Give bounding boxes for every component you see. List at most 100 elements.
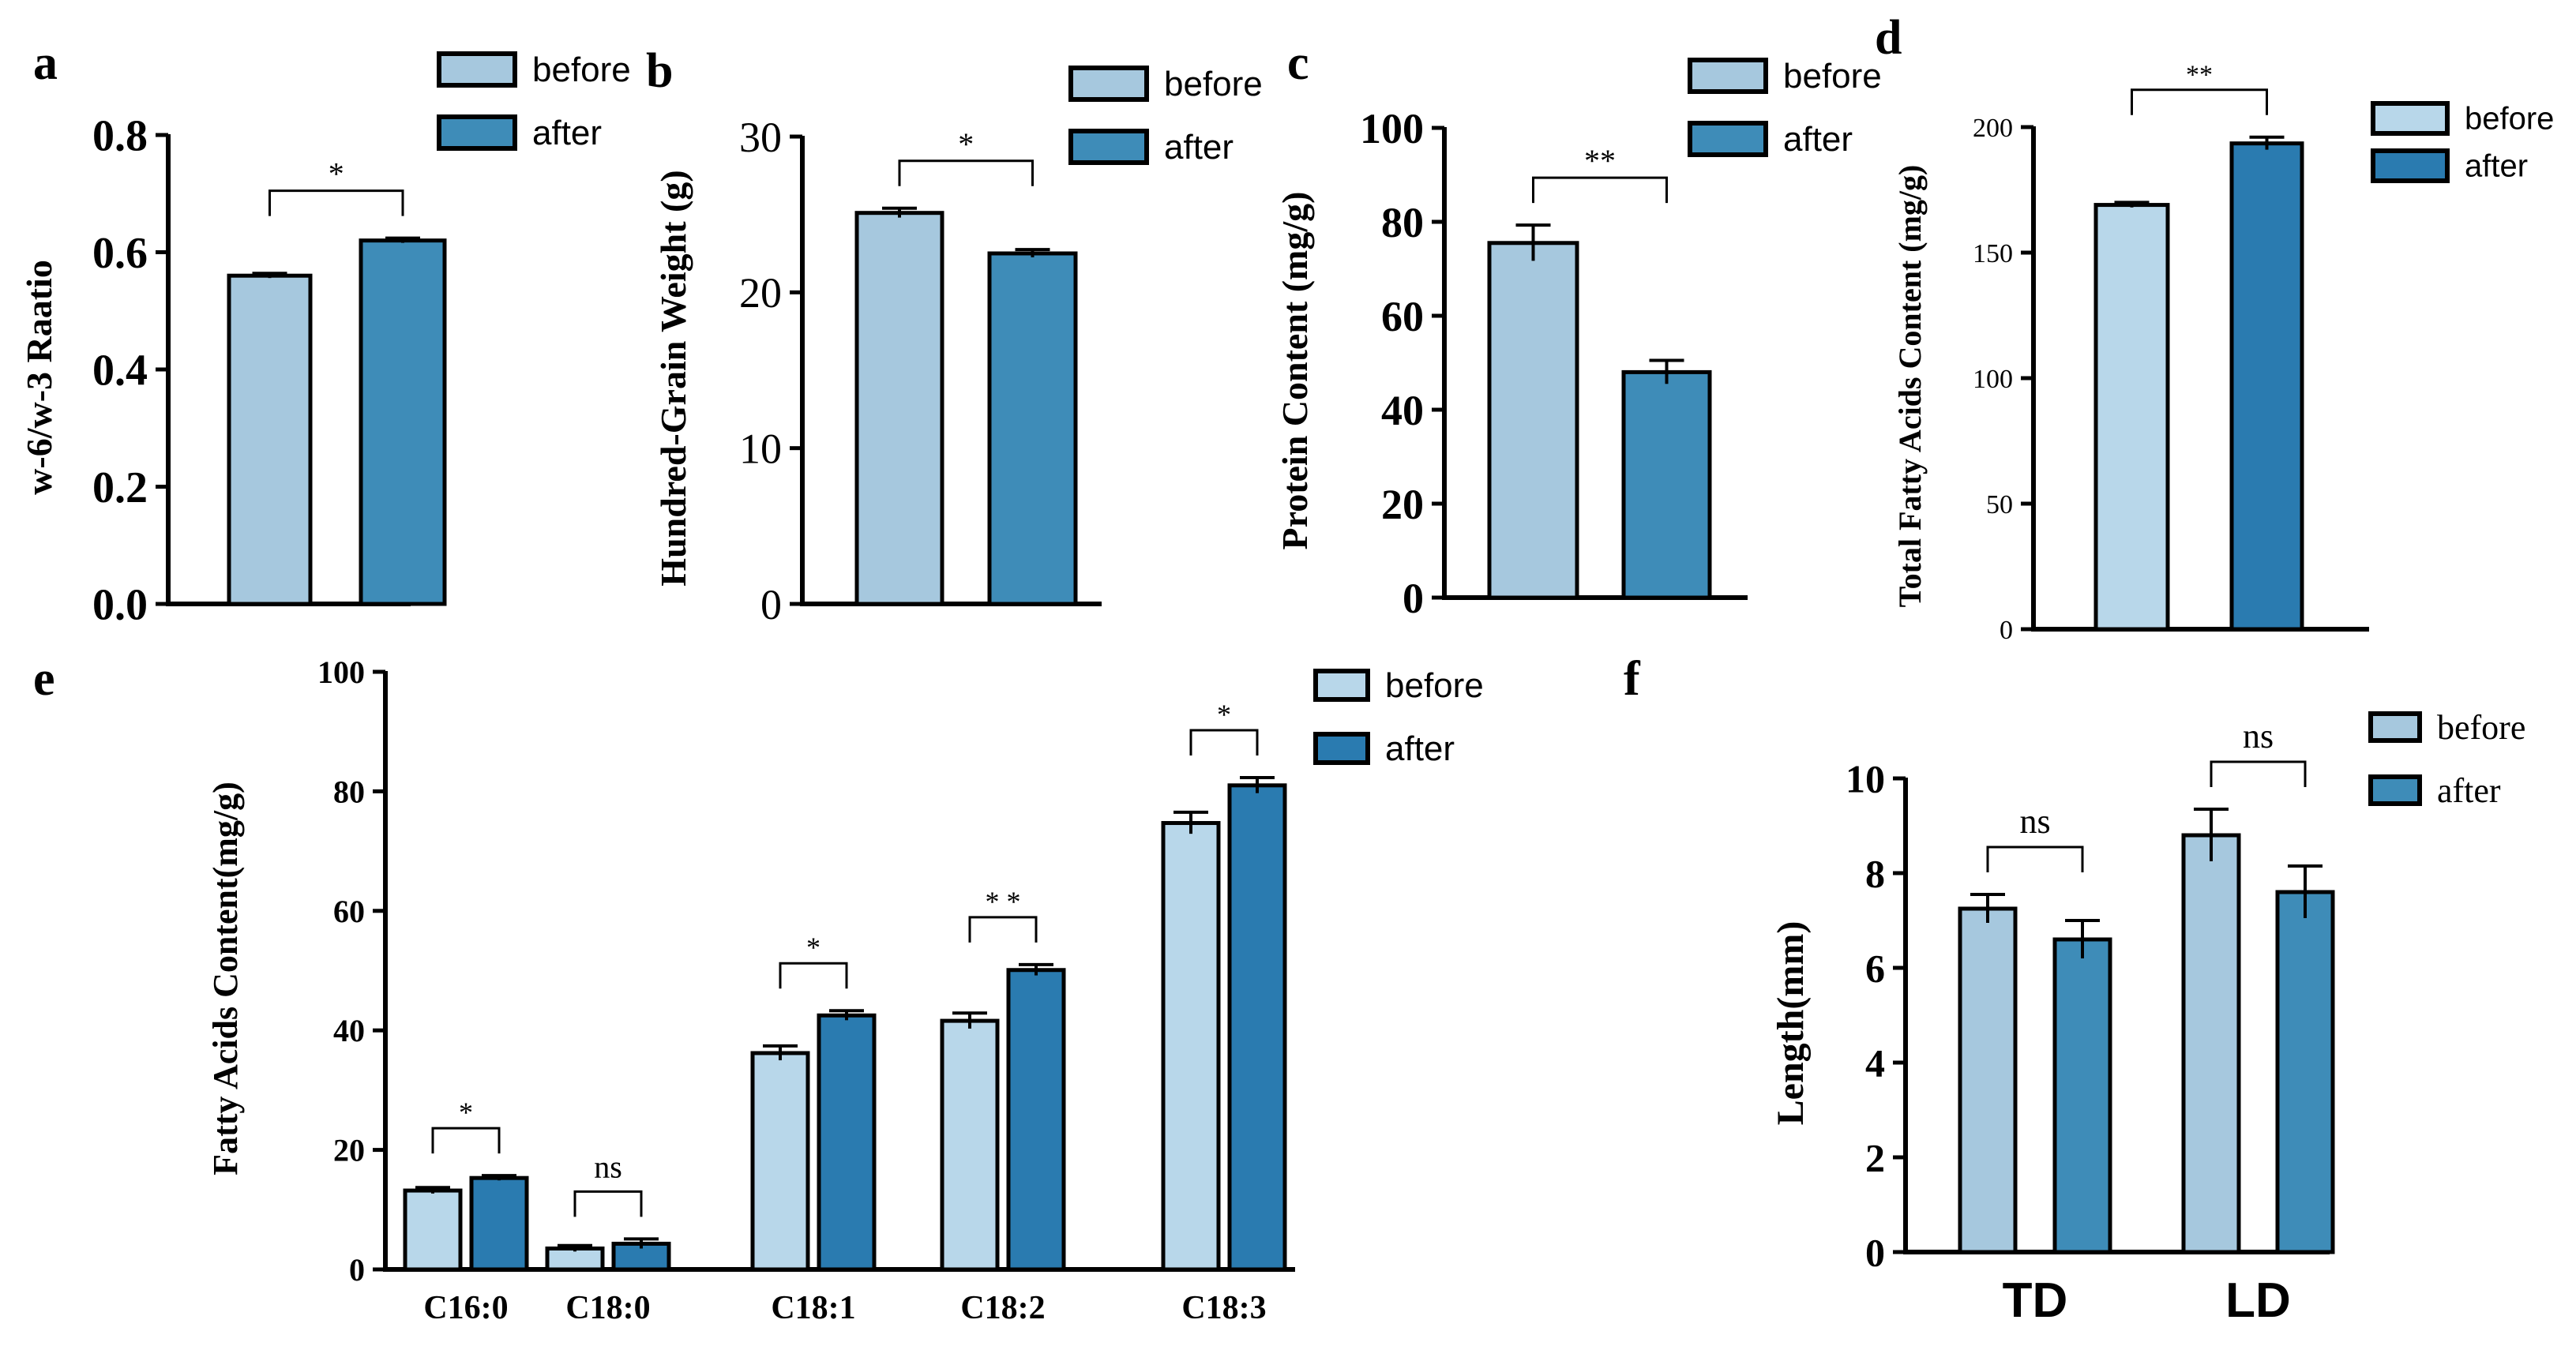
panel-e-bar-after: [1227, 783, 1287, 1272]
panel-a-significance-label: *: [329, 156, 344, 192]
panel-a-bar-after: [359, 238, 447, 606]
panel-b-y-tick-label: 20: [739, 269, 782, 317]
panel-e-y-tick-label: 20: [333, 1133, 365, 1168]
panel-a-legend-swatch-after: [437, 114, 517, 151]
panel-f-bar-after: [2052, 937, 2112, 1254]
panel-d-legend-swatch-after: [2371, 148, 2450, 183]
panel-f-y-axis-label: Length(mm): [1770, 921, 1812, 1126]
panel-c-y-tick-label: 0: [1403, 575, 1424, 622]
panel-e-y-tick-label: 40: [333, 1013, 365, 1048]
panel-c-significance-label: **: [1584, 143, 1616, 178]
panel-c-significance-bracket: [1532, 176, 1668, 204]
panel-a-y-tick-label: 0.4: [92, 347, 148, 396]
panel-e-bar-after: [469, 1175, 529, 1272]
panel-e-significance-label: *: [806, 932, 820, 963]
panel-d-bar-before: [2093, 203, 2170, 632]
panel-a-legend-label: after: [532, 114, 602, 152]
panel-c-legend-label: after: [1783, 120, 1853, 159]
panel-f-legend-swatch-after: [2368, 774, 2422, 806]
panel-a-y-tick-label: 0.8: [92, 112, 148, 161]
panel-d-significance-bracket: [2131, 88, 2268, 115]
panel-d-legend-swatch-before: [2371, 101, 2450, 136]
panel-e-legend-label: before: [1385, 666, 1484, 705]
panel-d-significance-label: **: [2186, 61, 2213, 90]
panel-f-legend-label: after: [2437, 771, 2501, 810]
panel-e-category-label: C16:0: [423, 1290, 508, 1326]
panel-c-legend-swatch-after: [1688, 121, 1768, 157]
panel-f-legend-swatch-before: [2368, 711, 2422, 743]
panel-e-category-label: C18:2: [960, 1290, 1045, 1326]
panel-b-bar-before: [854, 211, 944, 606]
panel-e-legend-swatch-after: [1313, 732, 1370, 765]
panel-e-letter: e: [33, 652, 55, 706]
panel-d-y-tick-label: 200: [1973, 114, 2013, 143]
panel-d-y-tick-label: 100: [1973, 365, 2013, 394]
panel-c-legend-label: before: [1783, 57, 1882, 96]
panel-a-significance-bracket: [268, 189, 404, 216]
panel-d-bar-after: [2229, 141, 2304, 632]
panel-e-legend-label: after: [1385, 729, 1455, 768]
panel-b-significance-label: *: [958, 126, 974, 162]
panel-f-category-label: LD: [2225, 1273, 2291, 1328]
panel-a-letter: a: [33, 36, 58, 90]
panel-f-bar-before: [1958, 906, 2018, 1254]
panel-f-bar-after: [2275, 890, 2335, 1254]
panel-e-significance-bracket: [968, 916, 1038, 943]
panel-a-legend-label: before: [532, 51, 631, 89]
panel-a-y-tick-label: 0.2: [92, 463, 148, 512]
panel-c-y-tick-label: 100: [1360, 105, 1424, 152]
panel-d-y-axis-label: Total Fatty Acids Content (mg/g): [1892, 165, 1928, 608]
panel-e-category-label: C18:3: [1181, 1290, 1266, 1326]
panel-d-legend-label: before: [2465, 102, 2554, 137]
panel-b-legend-swatch-after: [1068, 129, 1149, 165]
panel-e-legend-swatch-before: [1313, 669, 1370, 702]
panel-e-y-tick-label: 60: [333, 894, 365, 929]
panel-f-significance-bracket: [1986, 845, 2084, 872]
panel-f-significance-label: ns: [2243, 717, 2274, 755]
panel-d-y-tick-label: 150: [1973, 239, 2013, 268]
panel-c-y-tick-label: 40: [1381, 387, 1424, 434]
panel-c-y-tick-label: 60: [1381, 293, 1424, 340]
panel-b-y-tick-label: 30: [739, 114, 782, 161]
panel-f-legend-label: before: [2437, 708, 2525, 747]
panel-f-y-tick-label: 0: [1865, 1231, 1885, 1275]
panel-d-y-tick-label: 50: [1986, 490, 2013, 519]
panel-c-y-axis-label: Protein Content (mg/g): [1275, 192, 1315, 550]
panel-d-legend-label: after: [2465, 149, 2528, 184]
panel-e-significance-label: *: [459, 1097, 473, 1128]
panel-c-letter: c: [1287, 36, 1309, 90]
panel-e-significance-bracket: [779, 962, 848, 989]
panel-c-y-tick-label: 80: [1381, 199, 1424, 246]
panel-e-bar-before: [1161, 821, 1221, 1272]
panel-e-significance-bracket: [1189, 729, 1259, 755]
panel-e-bar-before: [750, 1051, 810, 1272]
panel-c-bar-before: [1487, 241, 1579, 600]
panel-b-significance-bracket: [898, 159, 1034, 186]
panel-e-y-tick-label: 80: [333, 774, 365, 809]
panel-e-bar-before: [940, 1018, 1000, 1272]
panel-a-bar-before: [227, 273, 313, 606]
panel-e-category-label: C18:0: [565, 1290, 650, 1326]
panel-b-legend-label: before: [1164, 65, 1263, 103]
panel-e-significance-label: ns: [594, 1149, 622, 1184]
panel-b-y-tick-label: 10: [739, 426, 782, 473]
panel-b-letter: b: [646, 44, 673, 98]
panel-e-significance-bracket: [573, 1190, 643, 1217]
panel-f-significance-label: ns: [2019, 802, 2050, 841]
panel-f-y-tick-label: 8: [1865, 852, 1885, 896]
panel-b-legend-label: after: [1164, 128, 1234, 167]
panel-e-bar-before: [403, 1188, 463, 1272]
panel-e-bar-before: [545, 1247, 605, 1272]
panel-f-category-label: TD: [2003, 1273, 2068, 1328]
panel-b-legend-swatch-before: [1068, 66, 1149, 102]
panel-f-y-tick-label: 4: [1865, 1041, 1885, 1085]
panel-c-bar-after: [1621, 369, 1712, 600]
panel-f-significance-bracket: [2210, 760, 2307, 787]
panel-b-y-tick-label: 0: [760, 581, 782, 628]
panel-f-bar-before: [2181, 833, 2241, 1254]
panel-e-category-label: C18:1: [771, 1290, 855, 1326]
panel-f-letter: f: [1624, 652, 1641, 706]
panel-f-y-tick-label: 10: [1846, 757, 1885, 801]
panel-e-significance-bracket: [431, 1127, 501, 1154]
